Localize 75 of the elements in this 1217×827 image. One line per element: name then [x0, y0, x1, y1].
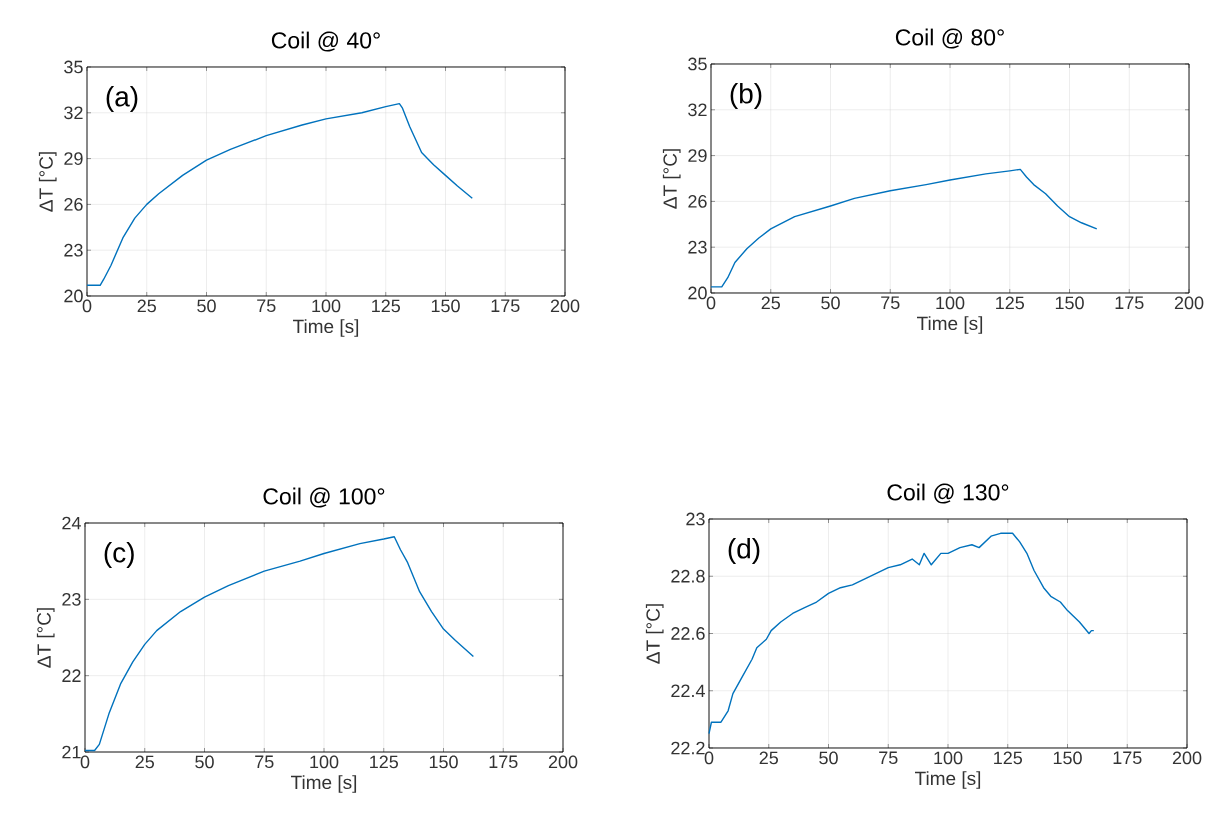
y-tick-label: 21	[62, 745, 81, 759]
x-axis-title: Time [s]	[291, 775, 357, 793]
x-axis-title: Time [s]	[917, 316, 983, 334]
x-tick-label: 125	[996, 296, 1025, 310]
chart-title: Coil @ 130°	[887, 483, 1009, 504]
x-tick-label: 100	[936, 296, 965, 310]
x-tick-label: 25	[759, 751, 779, 765]
x-tick-label: 175	[491, 299, 520, 313]
y-axis-title: ΔT [°C]	[645, 604, 664, 664]
x-tick-label: 150	[429, 755, 458, 769]
x-tick-label: 125	[372, 299, 401, 313]
y-tick-label: 32	[688, 103, 707, 117]
x-tick-label: 50	[819, 751, 838, 765]
y-tick-label: 22.8	[671, 569, 705, 583]
y-tick-label: 22	[62, 669, 81, 682]
x-tick-label: 0	[82, 299, 92, 313]
y-axis-title: ΔT [°C]	[662, 149, 681, 209]
x-tick-label: 100	[312, 299, 341, 313]
y-axis-title: ΔT [°C]	[38, 152, 57, 212]
x-tick-label: 75	[255, 755, 274, 769]
chart-title: Coil @ 80°	[895, 28, 1004, 49]
x-tick-label: 150	[1055, 296, 1084, 310]
x-tick-label: 175	[489, 755, 518, 769]
x-tick-label: 200	[548, 755, 578, 769]
x-tick-label: 175	[1115, 296, 1144, 310]
y-tick-label: 35	[688, 57, 707, 71]
x-tick-label: 0	[80, 755, 90, 769]
y-axis-title: ΔT [°C]	[36, 608, 55, 668]
annotation: (c)	[104, 542, 134, 569]
x-tick-label: 150	[431, 299, 460, 313]
x-tick-label: 75	[881, 296, 900, 310]
y-tick-label: 22.6	[671, 627, 705, 640]
y-tick-label: 23	[64, 243, 83, 257]
line-series	[710, 168, 1098, 288]
x-tick-label: 150	[1053, 751, 1082, 765]
x-tick-label: 125	[370, 755, 399, 769]
x-tick-label: 25	[135, 755, 154, 769]
annotation: (a)	[106, 86, 138, 113]
chart-title: Coil @ 40°	[271, 31, 380, 52]
x-tick-label: 75	[257, 299, 276, 313]
x-tick-label: 100	[934, 751, 963, 765]
y-tick-label: 23	[688, 240, 707, 254]
y-tick-label: 32	[64, 106, 83, 120]
y-tick-label: 26	[64, 198, 83, 211]
line-series	[84, 536, 475, 752]
x-tick-label: 50	[195, 755, 214, 769]
x-tick-label: 125	[994, 751, 1023, 765]
x-tick-label: 25	[761, 296, 781, 310]
y-tick-label: 29	[688, 149, 707, 162]
annotation: (d)	[728, 538, 760, 565]
y-tick-label: 26	[688, 195, 707, 208]
x-tick-label: 50	[821, 296, 840, 310]
y-tick-label: 24	[62, 516, 81, 530]
y-tick-label: 22.2	[671, 741, 705, 755]
x-axis-title: Time [s]	[915, 771, 981, 789]
chart-title: Coil @ 100°	[263, 487, 385, 508]
y-tick-label: 35	[64, 60, 83, 74]
x-tick-label: 0	[704, 751, 714, 765]
annotation: (b)	[730, 83, 762, 110]
y-tick-label: 23	[62, 592, 81, 606]
x-tick-label: 0	[706, 296, 716, 310]
x-tick-label: 75	[879, 751, 898, 765]
x-tick-label: 175	[1113, 751, 1142, 765]
x-tick-label: 100	[310, 755, 339, 769]
y-tick-label: 23	[686, 512, 705, 526]
x-axis-title: Time [s]	[293, 319, 359, 337]
y-tick-label: 22.4	[671, 684, 705, 698]
x-tick-label: 25	[137, 299, 156, 313]
y-tick-label: 20	[64, 289, 83, 303]
x-tick-label: 50	[197, 299, 216, 313]
y-tick-label: 20	[688, 286, 707, 300]
x-tick-label: 200	[1172, 751, 1202, 765]
x-tick-label: 200	[550, 299, 580, 313]
x-tick-label: 200	[1174, 296, 1204, 310]
y-tick-label: 29	[64, 152, 83, 165]
